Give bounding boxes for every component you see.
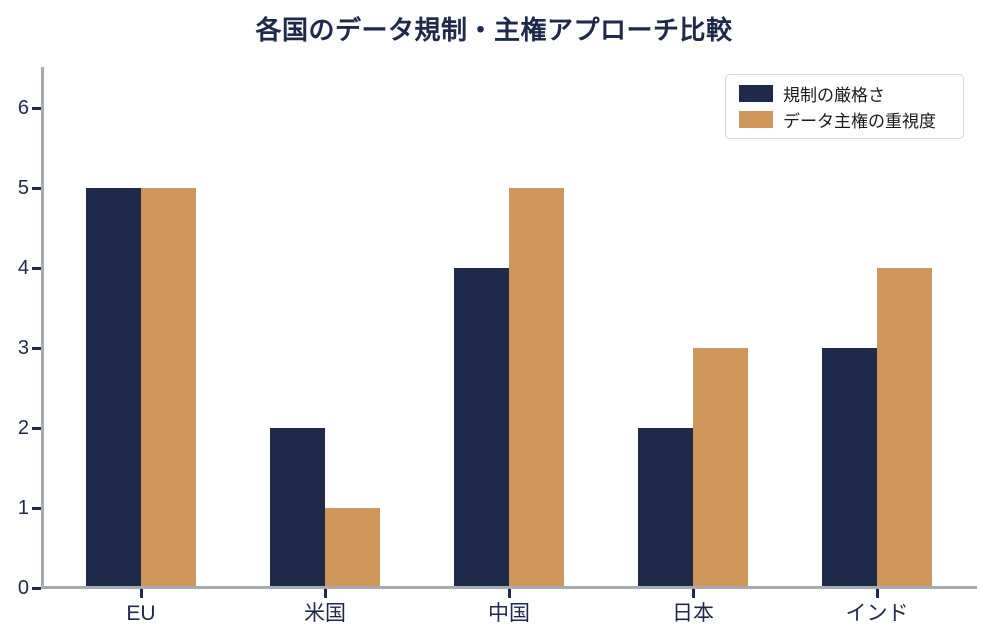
- legend-swatch-sovereignty: [739, 111, 773, 129]
- x-tick-label: インド: [845, 602, 909, 625]
- y-axis-line: [41, 67, 44, 589]
- chart-title: 各国のデータ規制・主権アプローチ比較: [255, 15, 733, 45]
- x-tick-mark: [323, 589, 327, 598]
- bar: [822, 348, 877, 588]
- y-tick-mark: [32, 186, 41, 190]
- y-tick-label: 3: [17, 337, 29, 359]
- y-tick-label: 1: [17, 497, 29, 519]
- y-tick-label: 5: [17, 177, 29, 199]
- bar: [693, 348, 748, 588]
- legend-item-sovereignty: データ主権の重視度: [739, 107, 953, 132]
- bar: [509, 188, 564, 588]
- x-tick-label: 中国: [488, 602, 530, 625]
- x-tick-mark: [875, 589, 879, 598]
- legend: 規制の厳格さ データ主権の重視度: [725, 74, 964, 139]
- bar: [877, 268, 932, 588]
- bar: [325, 508, 380, 588]
- y-tick-label: 0: [17, 577, 29, 599]
- legend-swatch-regulation: [739, 84, 773, 102]
- x-tick-mark: [139, 589, 143, 598]
- y-tick-mark: [32, 106, 41, 110]
- y-tick-mark: [32, 426, 41, 430]
- bar: [638, 428, 693, 588]
- bar: [86, 188, 141, 588]
- y-tick-label: 2: [17, 417, 29, 439]
- x-tick-label: 米国: [304, 602, 346, 625]
- legend-label-sovereignty: データ主権の重視度: [783, 112, 936, 132]
- bar: [270, 428, 325, 588]
- x-axis-line: [41, 586, 977, 589]
- x-tick-label: EU: [126, 602, 156, 625]
- x-tick-label: 日本: [672, 602, 714, 625]
- x-tick-mark: [507, 589, 511, 598]
- y-tick-mark: [32, 346, 41, 350]
- y-tick-label: 4: [17, 257, 29, 279]
- y-tick-mark: [32, 266, 41, 270]
- bar: [454, 268, 509, 588]
- y-tick-mark: [32, 506, 41, 510]
- legend-item-regulation: 規制の厳格さ: [739, 81, 953, 106]
- y-tick-mark: [32, 586, 41, 590]
- legend-label-regulation: 規制の厳格さ: [783, 85, 885, 105]
- bar: [141, 188, 196, 588]
- x-tick-mark: [691, 589, 695, 598]
- y-tick-label: 6: [17, 97, 29, 119]
